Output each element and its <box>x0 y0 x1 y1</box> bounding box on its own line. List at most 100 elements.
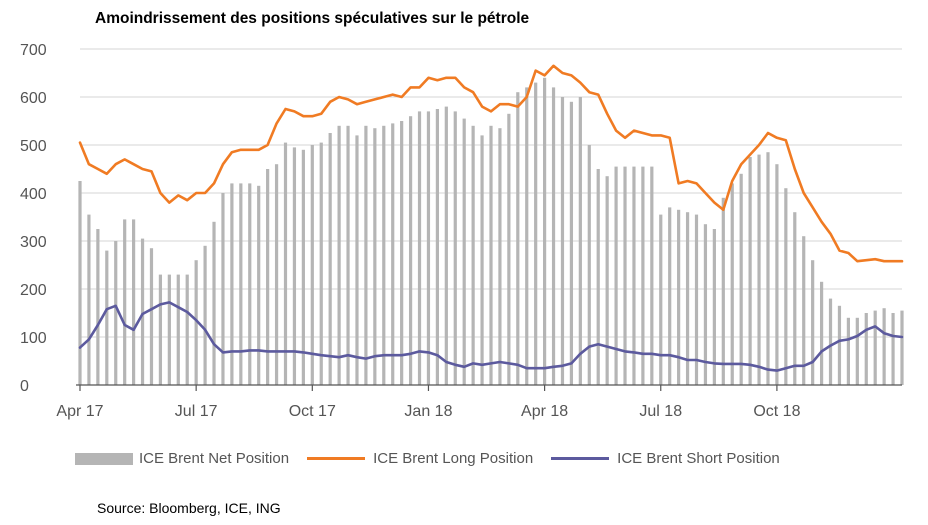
net-position-bar <box>123 219 127 385</box>
net-position-bar <box>373 128 377 385</box>
y-tick-label: 400 <box>20 186 47 203</box>
net-position-bar <box>105 250 109 385</box>
net-position-bar <box>864 313 868 385</box>
net-position-bar <box>507 113 511 386</box>
y-tick-label: 600 <box>20 90 47 107</box>
net-position-bar <box>605 176 609 385</box>
net-position-bar <box>203 245 207 385</box>
net-position-bar <box>775 164 779 385</box>
source-note: Source: Bloomberg, ICE, ING <box>97 500 281 516</box>
net-position-bar <box>167 274 171 385</box>
net-position-bar <box>596 169 600 385</box>
net-position-bar <box>891 313 895 385</box>
net-position-bar <box>480 135 484 385</box>
net-position-bar <box>132 219 136 385</box>
net-position-bar <box>346 125 350 386</box>
net-position-bar <box>766 152 770 385</box>
y-tick-label: 200 <box>20 282 47 299</box>
net-position-bar <box>739 173 743 385</box>
net-position-bar <box>498 128 502 385</box>
net-position-bar <box>462 118 466 385</box>
net-position-bar <box>176 274 180 385</box>
net-position-bar <box>632 166 636 385</box>
net-position-bar <box>811 260 815 385</box>
legend-item-net: ICE Brent Net Position <box>75 450 289 467</box>
x-tick-label: Jul 18 <box>639 403 682 420</box>
legend-item-short: ICE Brent Short Position <box>551 450 780 467</box>
net-position-bar <box>355 135 359 385</box>
net-position-bar <box>784 188 788 385</box>
net-position-bar <box>819 281 824 385</box>
net-position-bar <box>292 147 297 385</box>
net-position-bar <box>328 133 332 385</box>
net-position-bar <box>748 157 752 385</box>
y-tick-label: 700 <box>20 42 47 59</box>
net-position-bar <box>855 317 859 385</box>
net-position-bar <box>489 125 493 386</box>
chart-plot: 0 100 200 300 400 500 600 700 Apr 17 Jul 17 Oct 17… <box>20 42 904 420</box>
net-position-bar <box>78 181 82 385</box>
short-position-line <box>78 301 904 372</box>
net-position-bar <box>623 166 627 385</box>
net-position-bar <box>266 169 270 385</box>
y-tick-label: 100 <box>20 330 47 347</box>
net-position-bar <box>882 308 886 385</box>
legend-label-short: ICE Brent Short Position <box>617 450 780 467</box>
legend-item-long: ICE Brent Long Position <box>307 450 533 467</box>
net-position-bar <box>837 305 842 385</box>
x-tick-label: Oct 17 <box>289 403 336 420</box>
net-position-bar <box>140 238 145 385</box>
net-position-bar <box>301 149 305 385</box>
net-position-bar <box>337 125 341 386</box>
y-tick-label: 300 <box>20 234 47 251</box>
net-position-bar <box>525 87 529 386</box>
net-position-bar <box>685 212 690 385</box>
legend-swatch-net <box>75 452 133 465</box>
net-position-bar <box>793 212 797 385</box>
net-position-bar <box>677 209 681 385</box>
net-position-bar <box>757 154 761 385</box>
x-tick-label: Apr 18 <box>521 403 568 420</box>
x-tick-label: Apr 17 <box>56 403 103 420</box>
tick-labels: 0 100 200 300 400 500 600 700 Apr 17 Jul 17 Oct 17… <box>20 42 801 420</box>
net-position-bar <box>417 111 422 386</box>
x-tick-label: Oct 18 <box>753 403 800 420</box>
net-position-bar <box>587 145 591 385</box>
net-position-bar <box>569 101 574 386</box>
net-position-bar <box>400 121 404 385</box>
net-position-bar <box>310 145 314 385</box>
net-position-bar <box>149 248 154 385</box>
net-position-bar <box>668 207 672 385</box>
x-tick-label: Jan 18 <box>404 403 452 420</box>
chart-title: Amoindrissement des positions spéculativ… <box>95 10 530 27</box>
net-position-bar <box>659 214 663 385</box>
axes <box>76 384 902 391</box>
net-position-bar <box>703 224 708 385</box>
net-position-bar <box>158 274 163 385</box>
legend-swatch-short <box>551 457 610 460</box>
position-lines <box>78 64 904 372</box>
net-position-bar <box>364 125 368 386</box>
net-position-bar <box>114 241 118 385</box>
net-position-bar <box>721 197 725 385</box>
net-position-bar <box>319 142 323 385</box>
net-position-bar <box>96 229 100 385</box>
legend-label-net: ICE Brent Net Position <box>139 450 290 467</box>
y-tick-label: 500 <box>20 138 47 155</box>
net-position-bar <box>471 125 475 386</box>
net-position-bar <box>846 317 850 385</box>
net-position-bar <box>900 310 904 385</box>
net-position-bar <box>408 116 413 385</box>
legend-swatch-long <box>307 457 366 460</box>
net-position-bar <box>730 183 734 385</box>
net-position-bar <box>802 236 806 385</box>
y-tick-label: 0 <box>20 378 29 395</box>
net-position-bar <box>230 183 234 385</box>
net-position-bar <box>426 111 431 386</box>
x-tick-label: Jul 17 <box>175 403 218 420</box>
net-position-bar <box>534 82 538 385</box>
net-position-bar <box>274 164 279 385</box>
net-position-bar <box>391 123 395 386</box>
net-position-bar <box>516 92 520 385</box>
net-position-bar <box>453 111 457 386</box>
